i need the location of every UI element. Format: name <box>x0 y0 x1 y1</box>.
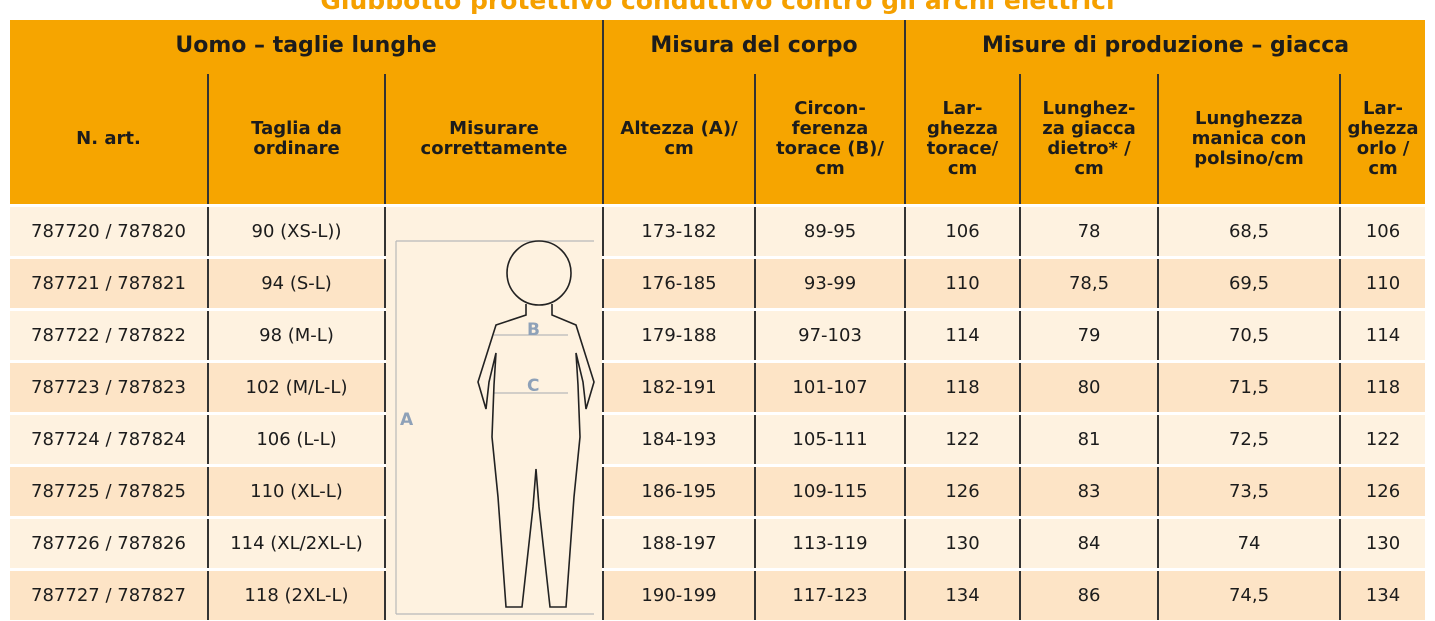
column-header: Lunghezza manica con polsino/cm <box>1157 72 1341 206</box>
table-cell: 80 <box>1019 360 1159 414</box>
table-cell: 787720 / 787820 <box>10 204 208 258</box>
table-cell: 787721 / 787821 <box>10 256 208 310</box>
table-cell: 86 <box>1019 568 1159 620</box>
table-cell: 179-188 <box>602 308 756 362</box>
table-row: 787721 / 787821 94 (S-L) 176-185 93-99 110 78… <box>10 256 1426 310</box>
table-row: 787722 / 787822 98 (M-L) 179-188 97-103 114 7… <box>10 308 1426 362</box>
table-cell: 114 <box>1339 308 1426 362</box>
table-cell: 114 <box>904 308 1021 362</box>
column-header: Taglia da ordinare <box>207 72 385 206</box>
table-cell: 130 <box>1339 516 1426 570</box>
dimension-label: C <box>527 376 539 396</box>
table-cell: 118 (2XL-L) <box>207 568 385 620</box>
table-cell: 184-193 <box>602 412 756 466</box>
table-cell: 122 <box>904 412 1021 466</box>
table-cell: 78,5 <box>1019 256 1159 310</box>
table-cell: 72,5 <box>1157 412 1341 466</box>
table-cell: 173-182 <box>602 204 756 258</box>
table-cell: 117-123 <box>754 568 906 620</box>
table-cell: 787725 / 787825 <box>10 464 208 518</box>
table-cell: 118 <box>904 360 1021 414</box>
table-cell: 787727 / 787827 <box>10 568 208 620</box>
column-header: Misurare correttamente <box>383 72 604 206</box>
table-cell: 182-191 <box>602 360 756 414</box>
table-cell: 93-99 <box>754 256 906 310</box>
group-row: Uomo – taglie lunghe Misura del corpo Mi… <box>10 20 1426 73</box>
column-header: Lunghez- za giacca dietro* / cm <box>1019 72 1159 206</box>
table-row: 787725 / 787825 110 (XL-L) 186-195 109-115 1… <box>10 464 1426 518</box>
table-cell: 134 <box>1339 568 1426 620</box>
table-row: 787726 / 787826 114 (XL/2XL-L) 188-197 113-… <box>10 516 1426 570</box>
size-table: Uomo – taglie lunghe Misura del corpo Mi… <box>10 20 1426 620</box>
table-cell: 74,5 <box>1157 568 1341 620</box>
column-header: Lar- ghezza orlo / cm <box>1339 72 1426 206</box>
column-header: Lar- ghezza torace/ cm <box>904 72 1021 206</box>
table-cell: 126 <box>1339 464 1426 518</box>
table-cell: 79 <box>1019 308 1159 362</box>
table-cell: 102 (M/L-L) <box>207 360 385 414</box>
table-cell: 74 <box>1157 516 1341 570</box>
table-cell: 110 (XL-L) <box>207 464 385 518</box>
figure-cell: A B C <box>383 204 604 620</box>
table-cell: 101-107 <box>754 360 906 414</box>
table-cell: 69,5 <box>1157 256 1341 310</box>
table-row: 787723 / 787823 102 (M/L-L) 182-191 101-107… <box>10 360 1426 414</box>
table-cell: 98 (M-L) <box>207 308 385 362</box>
table-cell: 70,5 <box>1157 308 1341 362</box>
dimension-label: B <box>527 320 540 340</box>
table-cell: 106 (L-L) <box>207 412 385 466</box>
body-figure: A B C <box>395 240 595 615</box>
table-cell: 122 <box>1339 412 1426 466</box>
table-cell: 90 (XS-L)) <box>207 204 385 258</box>
table-cell: 176-185 <box>602 256 756 310</box>
column-header: Altezza (A)/ cm <box>602 72 756 206</box>
group-header: Misura del corpo <box>602 20 906 73</box>
table-cell: 787724 / 787824 <box>10 412 208 466</box>
table-cell: 190-199 <box>602 568 756 620</box>
table-cell: 126 <box>904 464 1021 518</box>
table-cell: 83 <box>1019 464 1159 518</box>
table-cell: 81 <box>1019 412 1159 466</box>
table-cell: 188-197 <box>602 516 756 570</box>
table-row: 787720 / 787820 90 (XS-L)) A B C 173-182 8… <box>10 204 1426 620</box>
table-cell: 787723 / 787823 <box>10 360 208 414</box>
dimension-label: A <box>400 410 414 430</box>
table-cell: 109-115 <box>754 464 906 518</box>
title: Giubbotto protettivo conduttivo contro g… <box>320 0 1115 15</box>
column-row: N. art. Taglia da ordinare Misurare corret… <box>10 72 1426 206</box>
table-cell: 130 <box>904 516 1021 570</box>
table-cell: 106 <box>1339 204 1426 258</box>
table-cell: 73,5 <box>1157 464 1341 518</box>
table-cell: 89-95 <box>754 204 906 258</box>
table-cell: 118 <box>1339 360 1426 414</box>
table-cell: 97-103 <box>754 308 906 362</box>
table-cell: 787722 / 787822 <box>10 308 208 362</box>
table-cell: 78 <box>1019 204 1159 258</box>
table-cell: 110 <box>1339 256 1426 310</box>
column-header: Circon- ferenza torace (B)/ cm <box>754 72 906 206</box>
table-cell: 105-111 <box>754 412 906 466</box>
table-row: 787727 / 787827 118 (2XL-L) 190-199 117-123… <box>10 568 1426 620</box>
table-cell: 71,5 <box>1157 360 1341 414</box>
table-body: 787720 / 787820 90 (XS-L)) A B C 173-182 8… <box>10 204 1426 620</box>
table-cell: 68,5 <box>1157 204 1341 258</box>
group-header: Uomo – taglie lunghe <box>10 20 604 73</box>
table-cell: 94 (S-L) <box>207 256 385 310</box>
table-row: 787724 / 787824 106 (L-L) 184-193 105-111 12… <box>10 412 1426 466</box>
column-header: N. art. <box>10 72 208 206</box>
table-cell: 114 (XL/2XL-L) <box>207 516 385 570</box>
group-header: Misure di produzione – giacca <box>904 20 1426 73</box>
table-cell: 186-195 <box>602 464 756 518</box>
table-cell: 84 <box>1019 516 1159 570</box>
table-cell: 110 <box>904 256 1021 310</box>
table-cell: 134 <box>904 568 1021 620</box>
table-cell: 106 <box>904 204 1021 258</box>
table-cell: 113-119 <box>754 516 906 570</box>
table-cell: 787726 / 787826 <box>10 516 208 570</box>
